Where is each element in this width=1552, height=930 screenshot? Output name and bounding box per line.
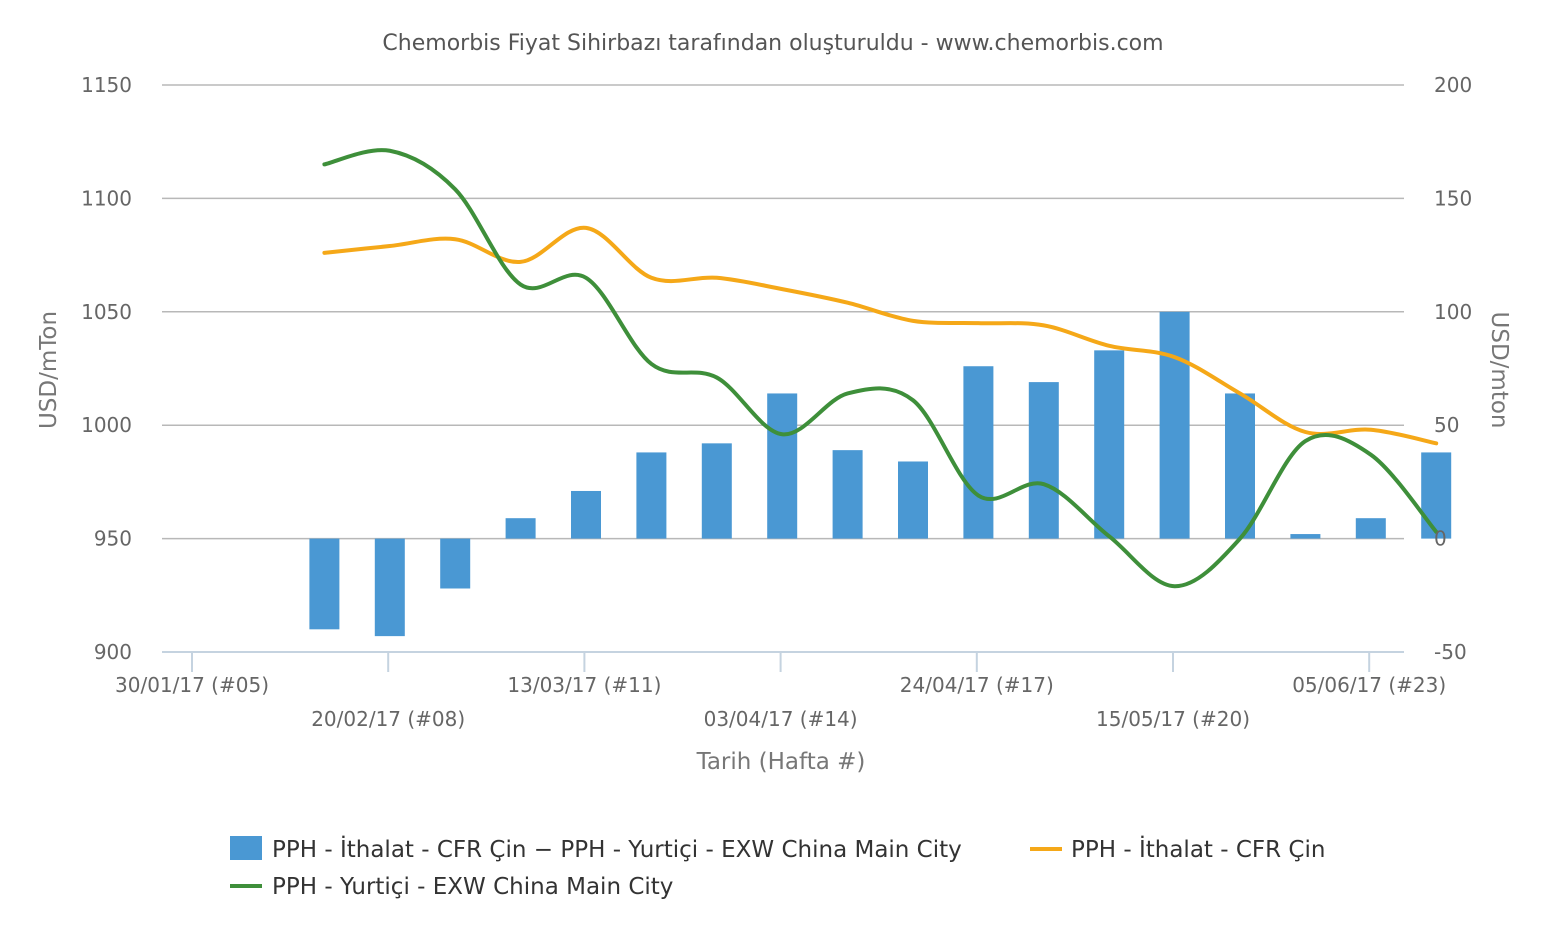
chart-title: Chemorbis Fiyat Sihirbazı tarafından olu…	[382, 31, 1163, 56]
y-tick-right: -50	[1434, 640, 1467, 664]
y-tick-right: 0	[1434, 527, 1447, 551]
bar	[898, 461, 928, 539]
legend-label-bar: PPH - İthalat - CFR Çin − PPH - Yurtiçi …	[272, 835, 962, 863]
y-tick-right: 200	[1434, 73, 1472, 97]
legend-swatch-bar	[230, 836, 262, 860]
line-import-cfr-china	[322, 225, 1439, 446]
y-tick-left: 1150	[81, 73, 132, 97]
y-tick-right: 150	[1434, 186, 1472, 210]
axes: 1150 200 1100 150 1050 100 1000 50 950 0 900 -50 30/…	[81, 73, 1472, 731]
x-axis-title: Tarih (Hafta #)	[696, 749, 866, 775]
x-tick-label: 03/04/17 (#14)	[704, 707, 858, 731]
y-tick-left: 1100	[81, 186, 132, 210]
x-tick-label: 20/02/17 (#08)	[311, 707, 465, 731]
line-series	[322, 148, 1439, 589]
bar	[571, 490, 601, 539]
bar	[963, 366, 994, 539]
legend: PPH - İthalat - CFR Çin − PPH - Yurtiçi …	[230, 835, 1325, 900]
bar	[440, 538, 471, 589]
x-tick-label: 15/05/17 (#20)	[1096, 707, 1250, 731]
bar	[1355, 518, 1386, 539]
bar-series	[309, 311, 1452, 637]
legend-label-domestic: PPH - Yurtiçi - EXW China Main City	[272, 874, 673, 900]
bar	[1159, 311, 1190, 539]
bar	[832, 450, 863, 539]
bar	[1290, 534, 1321, 539]
bar	[701, 443, 732, 539]
y-tick-right: 100	[1434, 300, 1472, 324]
bar	[505, 518, 536, 539]
y-tick-left: 900	[94, 640, 132, 664]
y-axis-right-title: USD/mton	[1486, 312, 1512, 429]
x-tick-label: 13/03/17 (#11)	[507, 673, 661, 697]
bar	[1421, 452, 1452, 539]
y-tick-left: 950	[94, 527, 132, 551]
y-tick-left: 1000	[81, 413, 132, 437]
y-tick-left: 1050	[81, 300, 132, 324]
line-domestic-exw-china	[322, 148, 1439, 589]
x-tick-label: 30/01/17 (#05)	[115, 673, 269, 697]
bar	[1225, 393, 1255, 539]
y-axis-left-title: USD/mTon	[36, 311, 62, 429]
y-tick-right: 50	[1434, 413, 1459, 437]
x-tick-label: 24/04/17 (#17)	[900, 673, 1054, 697]
bar	[374, 538, 405, 637]
bar	[309, 538, 340, 630]
x-tick-label: 05/06/17 (#23)	[1292, 673, 1446, 697]
legend-label-import: PPH - İthalat - CFR Çin	[1071, 835, 1325, 863]
bar	[636, 452, 667, 539]
bar	[767, 393, 798, 539]
bar	[1028, 382, 1059, 539]
bar	[1094, 350, 1125, 539]
